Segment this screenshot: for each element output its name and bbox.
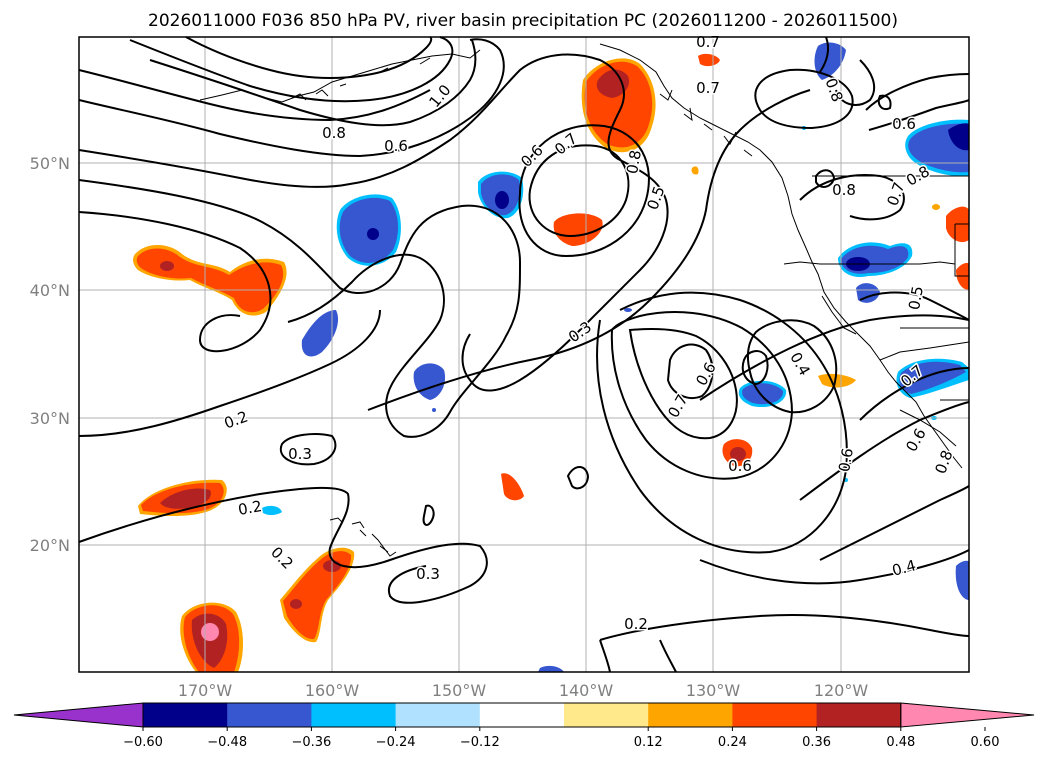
colorbar-extend-min	[13, 702, 144, 728]
negative-anomaly-regions	[262, 42, 969, 672]
contour-label: 0.8	[322, 124, 346, 142]
positive-anomaly-regions	[133, 53, 969, 672]
contour-label: 0.2	[237, 497, 264, 519]
colorbar-segment	[227, 703, 312, 727]
lon-label-120w: 120°W	[814, 681, 869, 700]
contour-label: 0.7	[696, 33, 720, 51]
contour-label: 0.3	[416, 565, 440, 583]
lat-label-20: 20°N	[30, 536, 70, 555]
colorbar-segment	[143, 703, 228, 727]
longitude-labels: 170°W 160°W 150°W 140°W 130°W 120°W	[178, 681, 869, 700]
contour-label: 0.6	[892, 115, 916, 133]
lon-label-150w: 150°W	[432, 681, 487, 700]
contour-label: 0.8	[832, 181, 856, 199]
graticule	[79, 37, 969, 672]
contour-label: 0.2	[624, 615, 648, 633]
lat-label-50: 50°N	[30, 154, 70, 173]
colorbar-segment	[311, 703, 397, 727]
colorbar-tick-label: 0.60	[971, 735, 1000, 750]
colorbar-tick-label: −0.12	[460, 735, 500, 750]
colorbar-segment	[732, 703, 818, 727]
colorbar-tick-label: 0.36	[802, 735, 831, 750]
colorbar-tick-label: −0.24	[376, 735, 416, 750]
colorbar-segment	[395, 703, 481, 727]
colorbar-tick-label: 0.48	[886, 735, 915, 750]
contour-label: 0.6	[384, 137, 408, 155]
colorbar-tick-label: 0.24	[718, 735, 747, 750]
colorbar-tick-label: 0.12	[634, 735, 663, 750]
lon-label-140w: 140°W	[559, 681, 614, 700]
colorbar-tick-label: −0.36	[291, 735, 331, 750]
contour-label: 0.6	[728, 457, 752, 475]
plot-frame	[78, 36, 970, 673]
colorbar-segment	[564, 703, 649, 727]
colorbar-extend-max	[900, 702, 1035, 728]
colorbar-segment	[816, 703, 902, 727]
colorbar-outline	[142, 702, 902, 728]
map-title: 2026011000 F036 850 hPa PV, river basin …	[148, 11, 898, 31]
colorbar: −0.60 −0.48 −0.36 −0.24 −0.12 0.12 0.24 0.36 0.4…	[13, 702, 1035, 750]
latitude-labels: 50°N 40°N 30°N 20°N	[30, 154, 70, 555]
lon-label-160w: 160°W	[305, 681, 360, 700]
lon-label-130w: 130°W	[686, 681, 741, 700]
colorbar-tick-label: −0.60	[123, 735, 163, 750]
colorbar-tick-label: −0.48	[207, 735, 247, 750]
contour-label: 0.7	[696, 79, 720, 97]
colorbar-segment	[648, 703, 733, 727]
pv-contours	[78, 36, 970, 673]
contour-label: 0.3	[288, 445, 312, 463]
lat-label-30: 30°N	[30, 409, 70, 428]
lon-label-170w: 170°W	[178, 681, 233, 700]
colorbar-segment	[479, 703, 565, 727]
filled-precip-anomalies	[133, 42, 969, 672]
lat-label-40: 40°N	[30, 281, 70, 300]
